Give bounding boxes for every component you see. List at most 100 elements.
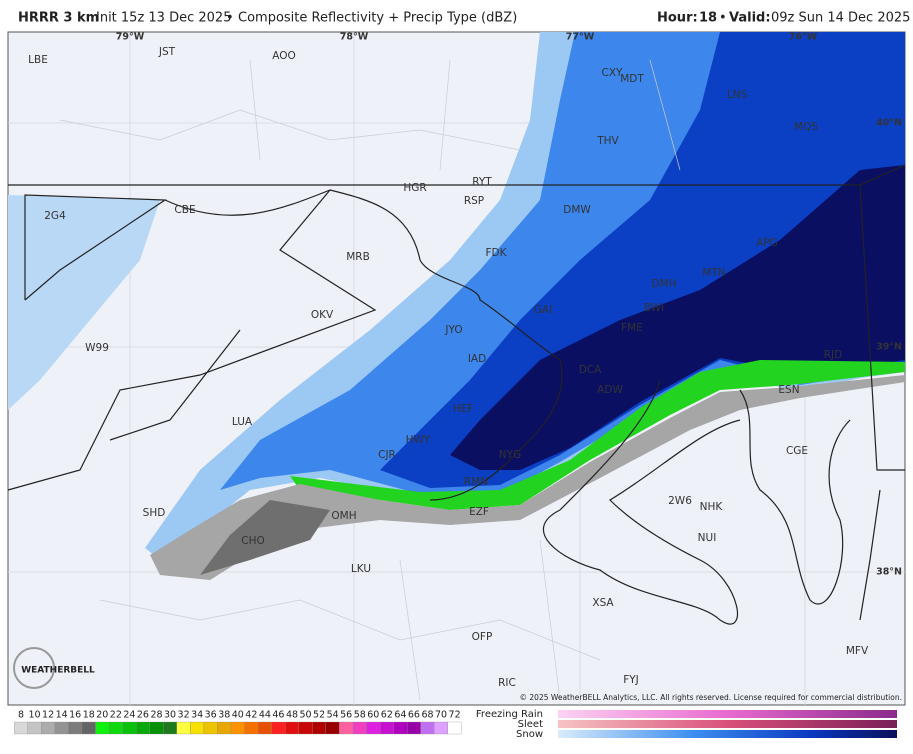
scale-swatch <box>176 721 191 735</box>
scale-label: 36 <box>205 710 217 721</box>
scale-label: 8 <box>18 710 24 721</box>
station-label: OFP <box>472 631 493 643</box>
scale-swatch <box>230 721 245 735</box>
logo-text: WEATHERBELL <box>21 666 95 676</box>
station-label: OKV <box>311 309 334 321</box>
counties <box>59 59 681 701</box>
station-label: FDK <box>485 247 507 259</box>
station-label: W99 <box>85 342 109 354</box>
station-label: DCA <box>579 364 602 376</box>
station-label: MDT <box>620 73 644 85</box>
hour-label: Hour: <box>657 11 698 26</box>
scale-swatch <box>407 721 421 735</box>
station-label: RYT <box>472 176 492 188</box>
scale-label: 44 <box>259 710 271 721</box>
latitude-label: 38°N <box>876 567 902 578</box>
scale-label: 38 <box>218 710 230 721</box>
scale-label: 20 <box>96 710 108 721</box>
station-label: LUA <box>232 416 253 428</box>
station-label: CBE <box>174 204 195 216</box>
station-label: CGE <box>786 445 808 457</box>
valid-label: Valid: <box>729 11 771 26</box>
scale-label: 68 <box>421 710 433 721</box>
scale-swatch <box>14 721 28 735</box>
scale-label: 62 <box>381 710 393 721</box>
station-label: SHD <box>143 507 166 519</box>
station-label: 2W6 <box>668 495 692 507</box>
station-label: NYG <box>499 449 521 461</box>
scale-swatch <box>122 721 137 735</box>
precip-type-label: Snow <box>516 729 543 740</box>
station-label: LNS <box>727 89 748 101</box>
station-label: ESN <box>778 384 799 396</box>
scale-label: 48 <box>286 710 298 721</box>
scale-swatch <box>149 721 164 735</box>
model-name: HRRR 3 km <box>18 11 99 26</box>
station-label: RSP <box>464 195 484 207</box>
scale-swatch <box>420 721 435 735</box>
station-label: JYO <box>444 324 462 336</box>
scale-swatch <box>163 721 177 735</box>
scale-label: 52 <box>313 710 325 721</box>
station-label: DMW <box>563 204 591 216</box>
scale-swatch <box>312 721 327 735</box>
scale-label: 16 <box>69 710 81 721</box>
valid-time: 09z Sun 14 Dec 2025 <box>771 11 910 26</box>
scale-label: 66 <box>408 710 420 721</box>
scale-swatch <box>352 721 367 735</box>
scale-label: 10 <box>29 710 41 721</box>
scale-swatch <box>298 721 313 735</box>
scale-swatch <box>285 721 299 735</box>
scale-label: 54 <box>327 710 339 721</box>
scale-label: 30 <box>164 710 176 721</box>
longitude-label: 76°W <box>789 32 818 43</box>
station-label: THV <box>596 135 619 147</box>
hour-value: 18 <box>699 11 717 26</box>
station-label: MRB <box>346 251 370 263</box>
station-label: DMH <box>651 278 676 290</box>
station-label: MFV <box>846 645 869 657</box>
scale-swatch <box>81 721 96 735</box>
scale-label: 60 <box>367 710 379 721</box>
station-label: APG <box>756 237 778 249</box>
station-label: HWY <box>406 434 431 446</box>
scale-swatch <box>393 721 408 735</box>
station-label: JST <box>158 46 176 58</box>
station-label: RMN <box>464 476 488 488</box>
station-label: ADW <box>597 384 623 396</box>
borders <box>7 164 906 625</box>
scale-swatch <box>68 721 83 735</box>
scale-label: 12 <box>42 710 54 721</box>
station-label: FME <box>621 322 643 334</box>
station-label: IAD <box>468 353 486 365</box>
station-label: CHO <box>241 535 265 547</box>
scale-swatch <box>27 721 42 735</box>
scale-label: 50 <box>300 710 312 721</box>
station-label: NHK <box>700 501 724 513</box>
station-label: HGR <box>403 182 426 194</box>
scale-swatch <box>217 721 232 735</box>
scale-label: 34 <box>191 710 203 721</box>
scale-swatch <box>203 721 218 735</box>
scale-swatch <box>366 721 381 735</box>
station-label: RIC <box>498 677 516 689</box>
scale-label: 18 <box>83 710 95 721</box>
scale-swatch <box>379 721 394 735</box>
scale-swatch <box>339 721 354 735</box>
copyright: © 2025 WeatherBELL Analytics, LLC. All r… <box>520 693 902 702</box>
precip-type-label: Freezing Rain <box>476 709 543 720</box>
longitude-label: 77°W <box>566 32 595 43</box>
scale-swatch <box>54 721 69 735</box>
station-label: CJR <box>378 449 396 461</box>
precip-type-bar <box>558 710 897 718</box>
scale-label: 58 <box>354 710 366 721</box>
scale-swatch <box>447 721 462 735</box>
station-label: HEF <box>453 403 474 415</box>
scale-swatch <box>108 721 123 735</box>
scale-swatch <box>257 721 272 735</box>
station-label: EZF <box>469 506 489 518</box>
station-label: OMH <box>331 510 356 522</box>
station-label: FYJ <box>623 674 639 686</box>
scale-swatch <box>41 721 56 735</box>
